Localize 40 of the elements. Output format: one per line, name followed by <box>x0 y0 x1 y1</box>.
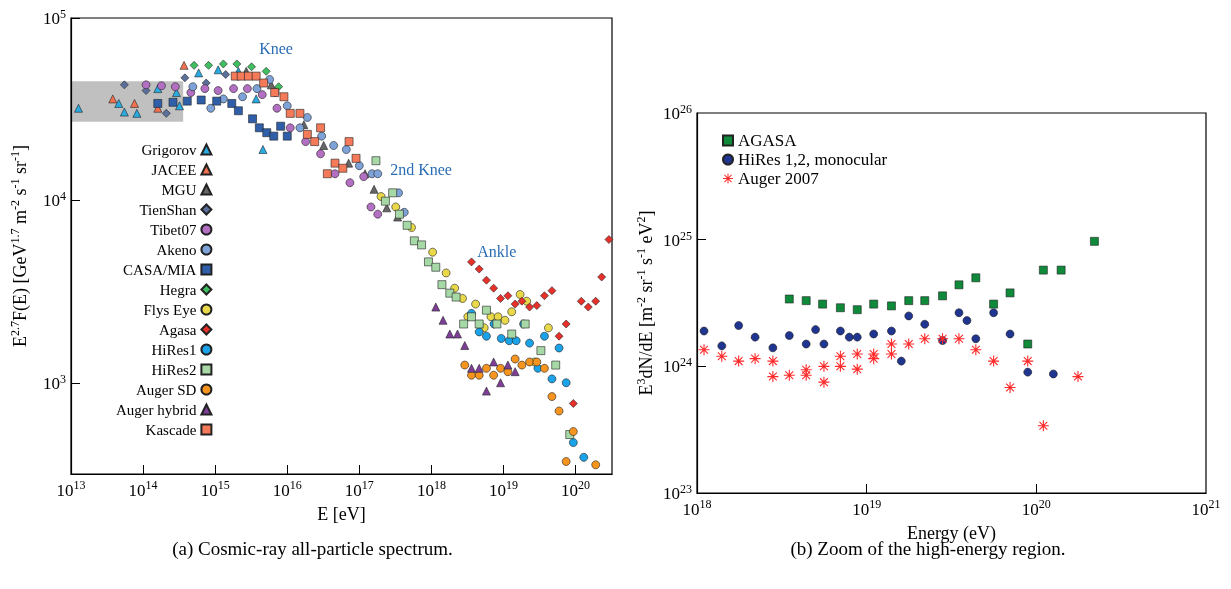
legend-label: Tibet07 <box>150 221 197 238</box>
legend-label: AGASA <box>738 131 798 150</box>
x-tick-label: 10$^{16}$ <box>272 478 302 501</box>
legend-label: HiRes1 <box>151 341 197 358</box>
x-tick-label: 10$^{18}$ <box>416 478 446 501</box>
legend-label: HiRes2 <box>151 361 197 378</box>
x-tick-label: 10$^{15}$ <box>200 478 230 501</box>
legend-label: Grigorov <box>141 141 197 158</box>
annotation: Knee <box>259 39 293 57</box>
legend-label: Auger 2007 <box>738 169 820 188</box>
y-tick-label: 10$^{5}$ <box>43 6 66 30</box>
x-tick-label: 10$^{20}$ <box>561 478 591 501</box>
x-tick-label: 10$^{19}$ <box>852 497 882 520</box>
legend-label: HiRes 1,2, monocular <box>738 150 888 169</box>
text: (a) Cosmic-ray all-particle spectrum. <box>171 538 454 560</box>
y-tick-label: 10$^{24}$ <box>663 355 692 378</box>
x-tick-label: 10$^{19}$ <box>489 478 518 501</box>
legend-label: Akeno <box>156 241 197 258</box>
x-tick-label: 10$^{21}$ <box>1191 497 1221 520</box>
legend-label: Flys Eye <box>143 301 197 318</box>
legend-label: JACEE <box>151 161 197 178</box>
y-tick-label: 10$^{4}$ <box>43 189 66 212</box>
x-axis-title: E [eV] <box>316 504 367 525</box>
legend-label: Kascade <box>145 421 197 438</box>
annotation: 2nd Knee <box>390 161 452 179</box>
y-tick-label: 10$^{3}$ <box>43 371 66 395</box>
legend-label: Auger hybrid <box>115 401 197 418</box>
x-tick-label: 10$^{13}$ <box>56 478 86 501</box>
x-tick-label: 10$^{17}$ <box>344 478 374 501</box>
x-tick-label: 10$^{14}$ <box>128 478 158 501</box>
legend-label: MGU <box>161 181 197 198</box>
legend-label: Auger SD <box>135 381 197 398</box>
legend-label: CASA/MIA <box>123 261 197 278</box>
legend-label: Agasa <box>158 321 197 338</box>
y-tick-label: 10$^{26}$ <box>663 101 692 125</box>
annotation: Ankle <box>477 243 517 261</box>
legend-label: TienShan <box>139 201 197 218</box>
legend-label: Hegra <box>159 281 197 298</box>
y-tick-label: 10$^{25}$ <box>663 228 692 251</box>
x-tick-label: 10$^{20}$ <box>1021 497 1051 520</box>
